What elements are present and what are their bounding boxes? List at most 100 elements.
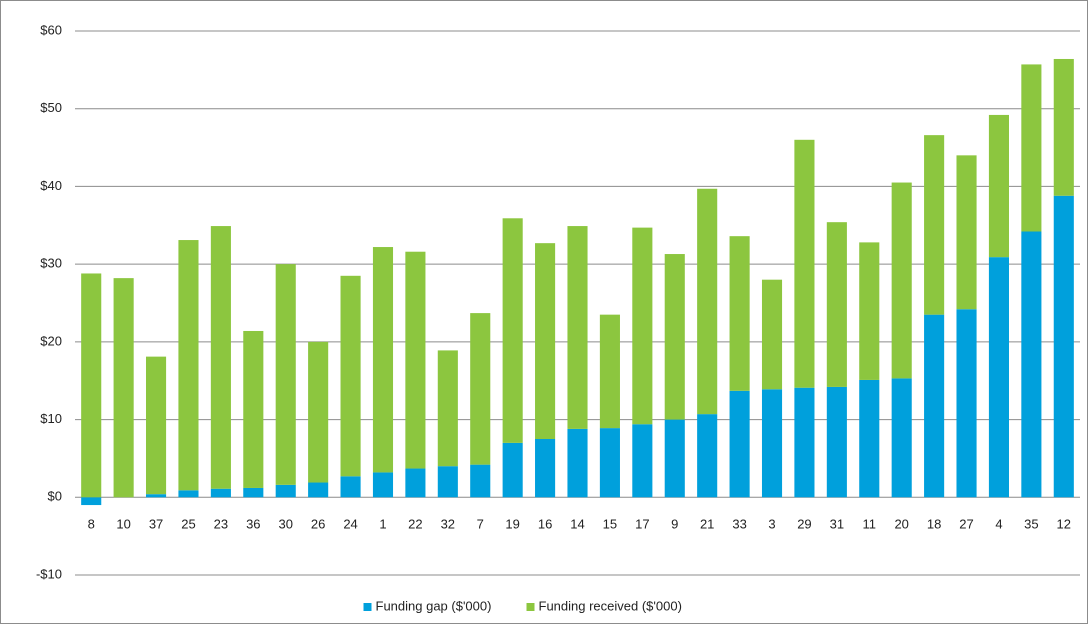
bar (113, 278, 134, 498)
bar (1021, 231, 1042, 498)
bar (761, 279, 783, 390)
x-tick-label: 25 (181, 517, 195, 532)
y-tick-label: -$10 (36, 566, 62, 581)
bar (308, 482, 329, 498)
x-tick-label: 10 (116, 517, 130, 532)
bar (697, 188, 718, 415)
bar (340, 275, 361, 477)
bar (178, 240, 199, 491)
bar (275, 484, 296, 498)
y-tick-label: $40 (40, 178, 62, 193)
x-tick-label: 27 (959, 517, 973, 532)
bar (859, 242, 880, 380)
bar (567, 226, 588, 429)
bar (243, 330, 264, 488)
x-tick-label: 20 (894, 517, 908, 532)
bar (697, 414, 718, 498)
bar (535, 243, 556, 439)
bar (243, 487, 264, 498)
bar (567, 428, 588, 498)
x-tick-label: 35 (1024, 517, 1038, 532)
bar (794, 387, 815, 498)
x-tick-label: 7 (477, 517, 484, 532)
bar (1021, 64, 1042, 232)
legend-swatch (526, 603, 535, 611)
x-tick-label: 18 (927, 517, 941, 532)
bar (761, 389, 783, 498)
bar (729, 236, 750, 391)
bar (664, 419, 685, 498)
x-tick-label: 3 (768, 517, 775, 532)
bar (988, 257, 1010, 498)
x-tick-label: 30 (278, 517, 292, 532)
bar (502, 218, 523, 443)
bar (956, 155, 977, 310)
bar (924, 135, 945, 315)
bar (599, 314, 620, 429)
bar (275, 264, 296, 485)
x-tick-label: 22 (408, 517, 422, 532)
bar (891, 182, 912, 379)
x-tick-label: 4 (995, 517, 1002, 532)
bar (470, 464, 491, 498)
x-tick-label: 26 (311, 517, 325, 532)
bar (988, 114, 1010, 258)
legend-label: Funding gap ($'000) (376, 598, 492, 613)
x-tick-label: 21 (700, 517, 714, 532)
bar (535, 439, 556, 498)
bar (1053, 58, 1074, 196)
bar (826, 222, 847, 387)
bar (210, 488, 231, 498)
y-tick-label: $10 (40, 411, 62, 426)
x-tick-label: 11 (863, 517, 877, 532)
bar (308, 341, 329, 483)
bar (664, 254, 685, 420)
bar (437, 350, 458, 467)
x-tick-label: 36 (246, 517, 260, 532)
bar (599, 428, 620, 498)
x-tick-label: 19 (505, 517, 519, 532)
bar (826, 386, 847, 498)
bar (1053, 195, 1074, 498)
bar (924, 314, 945, 498)
x-tick-label: 24 (343, 517, 357, 532)
bar (210, 226, 231, 489)
x-tick-label: 14 (570, 517, 584, 532)
bar (145, 356, 167, 495)
bar (372, 247, 394, 473)
y-tick-label: $50 (40, 100, 62, 115)
bar (729, 390, 750, 498)
x-tick-label: 23 (214, 517, 228, 532)
x-tick-label: 37 (149, 517, 163, 532)
bar (470, 313, 491, 465)
x-tick-label: 9 (671, 517, 678, 532)
x-tick-label: 8 (88, 517, 95, 532)
legend-label: Funding received ($'000) (539, 598, 682, 613)
bar (178, 490, 199, 498)
x-tick-label: 33 (732, 517, 746, 532)
y-tick-label: $30 (40, 256, 62, 271)
bar (437, 466, 458, 498)
y-tick-label: $20 (40, 333, 62, 348)
bar (794, 139, 815, 388)
bar (632, 424, 653, 498)
bar (632, 227, 653, 425)
legend-swatch (363, 603, 372, 611)
bar (372, 472, 394, 498)
bar (405, 468, 426, 498)
bar (81, 273, 102, 498)
bar (502, 442, 523, 498)
y-tick-label: $60 (40, 22, 62, 37)
bar (405, 251, 426, 469)
x-tick-label: 29 (797, 517, 811, 532)
bar (81, 497, 102, 506)
x-tick-label: 12 (1057, 517, 1071, 532)
x-tick-label: 17 (635, 517, 649, 532)
bar (340, 476, 361, 498)
bar (891, 378, 912, 498)
x-tick-label: 32 (441, 517, 455, 532)
x-tick-label: 16 (538, 517, 552, 532)
y-tick-label: $0 (48, 489, 62, 504)
bar (145, 494, 167, 498)
